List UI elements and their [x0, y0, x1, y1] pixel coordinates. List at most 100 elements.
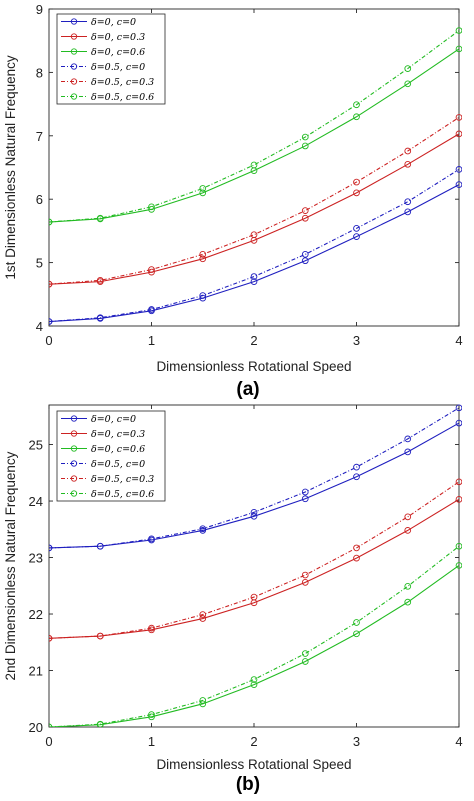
panel-label: (b)	[236, 774, 260, 795]
x-tick-label: 1	[148, 734, 155, 749]
data-point	[404, 527, 412, 534]
y-tick-label: 20	[29, 720, 43, 735]
data-point	[404, 65, 412, 72]
data-point	[49, 280, 53, 288]
legend-box	[56, 13, 166, 105]
data-point	[301, 495, 309, 503]
data-point	[148, 203, 155, 211]
series-path	[49, 481, 460, 639]
legend-entry: δ=0, c=0	[91, 17, 136, 28]
x-tick-label: 0	[45, 333, 52, 348]
y-tick-label: 7	[36, 129, 43, 144]
series-line	[49, 478, 462, 642]
data-point	[301, 207, 309, 214]
data-point	[96, 720, 104, 727]
data-point	[148, 713, 155, 721]
data-point	[353, 101, 360, 109]
data-point	[199, 185, 207, 192]
x-tick-label: 3	[353, 333, 360, 348]
data-point	[148, 205, 155, 213]
legend-marker	[70, 18, 78, 25]
data-point	[148, 711, 155, 718]
data-point	[199, 255, 207, 263]
data-point	[199, 527, 207, 534]
y-tick-label: 24	[29, 494, 43, 509]
x-axis-label: Dimensionless Rotational Speed	[156, 359, 351, 374]
data-point	[250, 512, 258, 520]
data-point	[148, 268, 155, 276]
data-point	[49, 218, 53, 226]
data-point	[250, 676, 258, 683]
legend-entry: δ=0.5, c=0.3	[91, 77, 154, 88]
data-point	[301, 133, 309, 141]
series-line	[49, 27, 462, 226]
data-point	[301, 142, 309, 150]
legend-marker	[70, 430, 78, 437]
legend-marker	[70, 63, 78, 70]
data-point	[455, 404, 462, 412]
legend-entry: δ=0.5, c=0.6	[91, 489, 154, 500]
y-tick-label: 21	[29, 664, 43, 679]
data-point	[455, 181, 462, 188]
series-path	[49, 30, 460, 223]
data-point	[96, 314, 104, 322]
data-point	[404, 80, 412, 88]
data-point	[199, 697, 207, 704]
data-point	[301, 650, 309, 657]
y-tick-label: 4	[36, 319, 43, 334]
data-point	[148, 306, 155, 313]
x-tick-label: 3	[353, 734, 360, 749]
data-point	[455, 495, 462, 503]
data-point	[250, 161, 258, 169]
data-point	[455, 419, 462, 427]
data-point	[250, 681, 258, 688]
data-point	[455, 166, 462, 173]
data-point	[404, 160, 412, 168]
legend-marker	[70, 475, 78, 482]
data-point	[199, 292, 207, 299]
y-tick-label: 23	[29, 551, 43, 566]
legend: δ=0, c=0 δ=0, c=0.3 δ=0, c=0.6 δ=0.5, c=0 δ=…	[56, 13, 166, 105]
data-point	[353, 233, 360, 240]
y-tick-label: 6	[36, 192, 43, 207]
series-line	[49, 404, 462, 552]
x-tick-label: 4	[455, 333, 462, 348]
data-point	[49, 723, 53, 727]
data-point	[301, 251, 309, 258]
legend-entry: δ=0.5, c=0	[91, 459, 145, 470]
data-point	[250, 278, 258, 285]
legend-entry: δ=0.5, c=0.3	[91, 474, 154, 485]
data-point	[250, 273, 258, 280]
legend-entry: δ=0.5, c=0.6	[91, 92, 154, 103]
data-point	[148, 266, 155, 273]
data-point	[353, 463, 360, 471]
data-point	[49, 318, 53, 325]
data-point	[301, 571, 309, 579]
data-point	[148, 535, 155, 543]
data-point	[353, 619, 360, 626]
data-point	[199, 615, 207, 622]
y-tick-label: 22	[29, 607, 43, 622]
data-point	[301, 579, 309, 586]
legend-marker	[70, 78, 78, 85]
data-point	[455, 45, 462, 53]
series-path	[49, 133, 460, 285]
data-point	[404, 513, 412, 521]
data-point	[455, 130, 462, 138]
series-path	[49, 422, 460, 549]
data-point	[199, 525, 207, 533]
legend-entry: δ=0, c=0.3	[91, 429, 145, 440]
x-tick-label: 1	[148, 333, 155, 348]
data-point	[404, 208, 412, 216]
data-point	[455, 562, 462, 569]
legend-box	[56, 410, 166, 502]
data-point	[353, 113, 360, 121]
data-point	[199, 251, 207, 258]
legend-entry: δ=0, c=0.6	[91, 444, 145, 455]
chart-panel-a: 0 1 2 3 4 4 5 6 7 8 9 Dimensionless Rotational Spee…	[3, 2, 463, 400]
data-point	[49, 634, 53, 642]
x-axis-label: Dimensionless Rotational Speed	[156, 757, 351, 772]
series-path	[49, 48, 460, 223]
